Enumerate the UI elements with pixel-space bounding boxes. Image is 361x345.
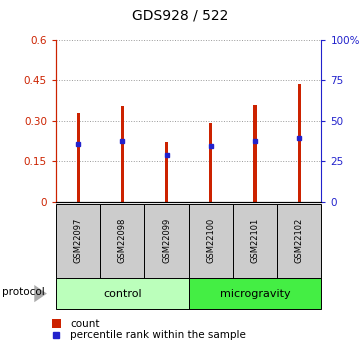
Text: GSM22102: GSM22102 [295,218,304,263]
Polygon shape [34,285,47,302]
Text: GDS928 / 522: GDS928 / 522 [132,9,229,23]
Text: percentile rank within the sample: percentile rank within the sample [70,330,246,339]
Bar [121,106,124,202]
Text: control: control [103,289,142,298]
Text: GSM22100: GSM22100 [206,218,215,263]
Bar [209,124,212,202]
Bar [253,105,257,202]
Text: protocol: protocol [2,287,44,297]
Text: GSM22097: GSM22097 [74,218,83,263]
Text: count: count [70,319,100,328]
Text: GSM22101: GSM22101 [251,218,260,263]
Text: GSM22099: GSM22099 [162,218,171,263]
Bar [77,112,80,202]
Text: microgravity: microgravity [219,289,290,298]
Text: GSM22098: GSM22098 [118,218,127,263]
Bar [165,142,168,202]
Bar [297,84,301,202]
